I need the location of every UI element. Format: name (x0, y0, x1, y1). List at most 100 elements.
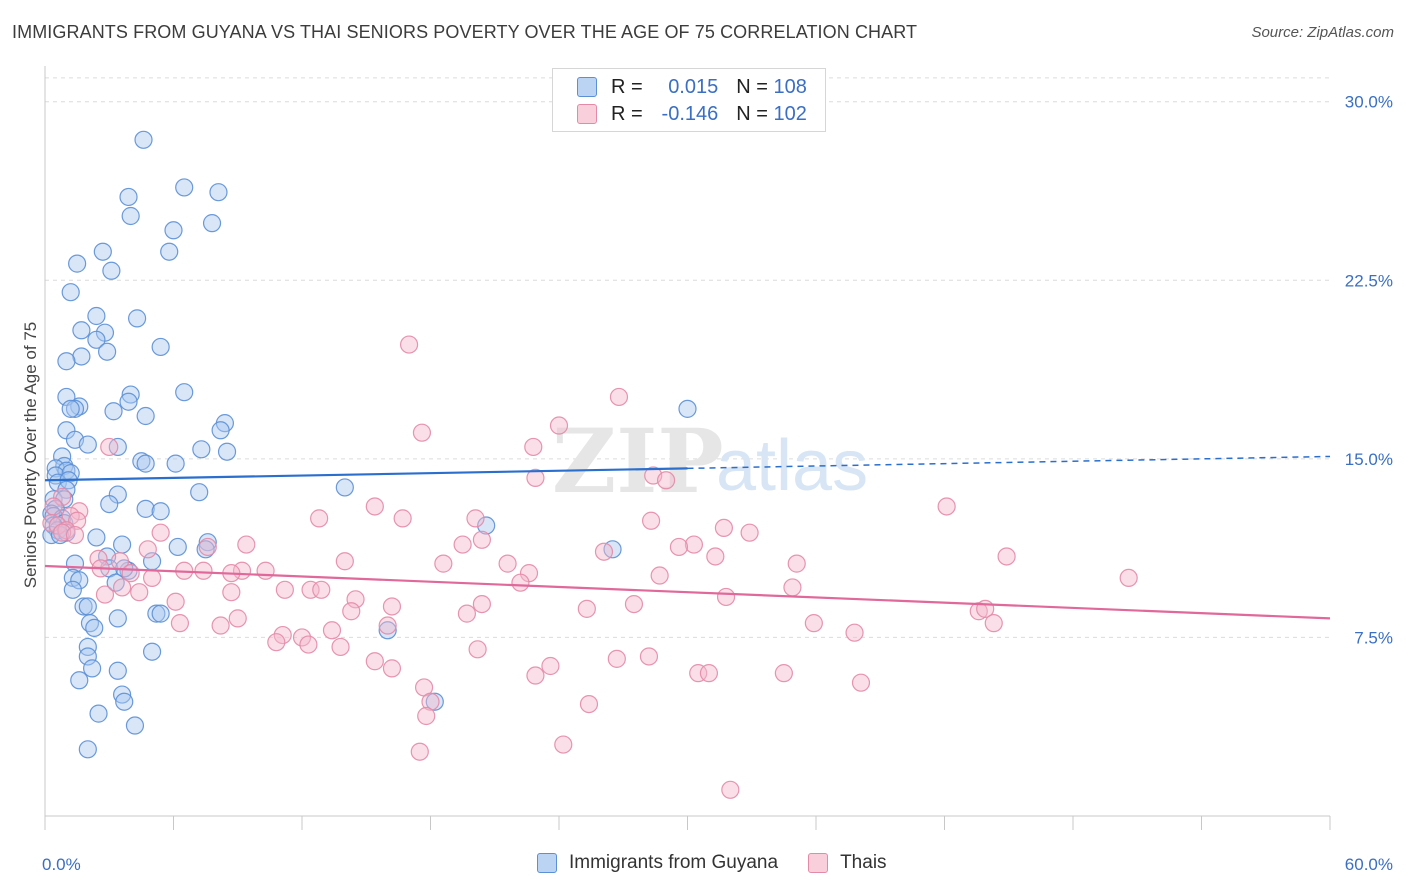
data-point (365, 497, 384, 516)
data-point (228, 609, 247, 628)
data-point (699, 664, 719, 683)
data-point (125, 716, 145, 735)
data-point (382, 659, 402, 678)
correlation-legend: R = 0.015 N = 108 R = -0.146 N = 102 (552, 68, 826, 132)
data-point (410, 742, 429, 761)
legend-item-thais[interactable]: Thais (808, 852, 887, 874)
data-point (192, 440, 211, 459)
data-point (166, 454, 185, 473)
legend-item-guyana[interactable]: Immigrants from Guyana (537, 852, 778, 874)
data-point (211, 421, 230, 440)
data-point (151, 337, 170, 357)
data-point (61, 399, 80, 418)
r-label: R = (611, 75, 643, 98)
data-point (74, 597, 93, 616)
trend-line-thais (44, 564, 1331, 620)
thais-swatch (577, 104, 597, 124)
r-value: 0.015 (668, 75, 719, 98)
data-point (301, 580, 320, 599)
data-point (526, 468, 545, 488)
data-point (102, 261, 121, 280)
data-point (95, 585, 115, 604)
axes (44, 66, 1331, 830)
data-point (453, 535, 472, 554)
data-point (119, 187, 138, 207)
data-point (577, 599, 596, 618)
data-point (78, 637, 97, 657)
data-point (151, 502, 170, 521)
data-point (393, 509, 412, 528)
data-point (774, 664, 793, 683)
data-point (783, 578, 802, 597)
data-point (434, 554, 453, 573)
data-point (656, 471, 676, 490)
data-point (554, 735, 573, 754)
data-point (65, 399, 85, 418)
data-point (127, 309, 147, 328)
data-point (457, 604, 477, 623)
data-point (425, 692, 444, 711)
data-point (130, 583, 149, 602)
data-point (678, 399, 697, 418)
data-point (851, 673, 871, 692)
data-point (134, 130, 153, 149)
data-point (61, 464, 80, 483)
data-point (378, 621, 397, 640)
data-point (421, 692, 440, 711)
data-point (104, 402, 123, 421)
data-point (78, 435, 97, 454)
data-point (175, 178, 194, 197)
data-point (417, 706, 436, 726)
data-point (217, 442, 237, 461)
data-point (1119, 568, 1138, 588)
data-point (168, 537, 187, 557)
data-point (93, 242, 112, 261)
data-point (44, 497, 63, 516)
data-point (78, 740, 97, 759)
data-point (160, 242, 179, 261)
data-point (787, 554, 806, 573)
data-point (175, 383, 194, 402)
data-point (549, 416, 569, 435)
data-point (684, 535, 704, 554)
data-point (100, 437, 119, 457)
data-point (194, 561, 213, 580)
data-point (714, 518, 734, 538)
data-point (87, 528, 106, 547)
data-point (237, 535, 256, 554)
data-point (335, 552, 354, 571)
data-point (624, 594, 644, 614)
data-point (61, 283, 80, 302)
data-point (721, 780, 740, 799)
data-point (147, 604, 166, 623)
data-point (202, 214, 222, 233)
data-point (468, 640, 487, 659)
data-point (121, 385, 140, 404)
data-point (399, 335, 419, 354)
data-point (609, 387, 629, 407)
data-point (78, 597, 97, 616)
data-point (997, 547, 1016, 566)
data-point (151, 604, 170, 623)
n-value: 102 (773, 102, 807, 125)
data-point (365, 652, 384, 671)
data-point (641, 511, 661, 530)
data-point (310, 509, 329, 528)
data-point (378, 616, 397, 635)
data-point (72, 347, 91, 366)
n-label: N = (736, 75, 768, 98)
data-point (292, 628, 312, 647)
data-point (669, 537, 689, 557)
data-point (335, 478, 354, 497)
data-point (222, 583, 241, 602)
data-point (511, 573, 530, 592)
thais-swatch (808, 853, 829, 873)
data-point (138, 540, 157, 559)
data-point (72, 321, 91, 340)
data-point (209, 183, 228, 202)
data-point (57, 352, 76, 371)
data-point (579, 694, 599, 714)
legend-label: Immigrants from Guyana (569, 852, 779, 873)
